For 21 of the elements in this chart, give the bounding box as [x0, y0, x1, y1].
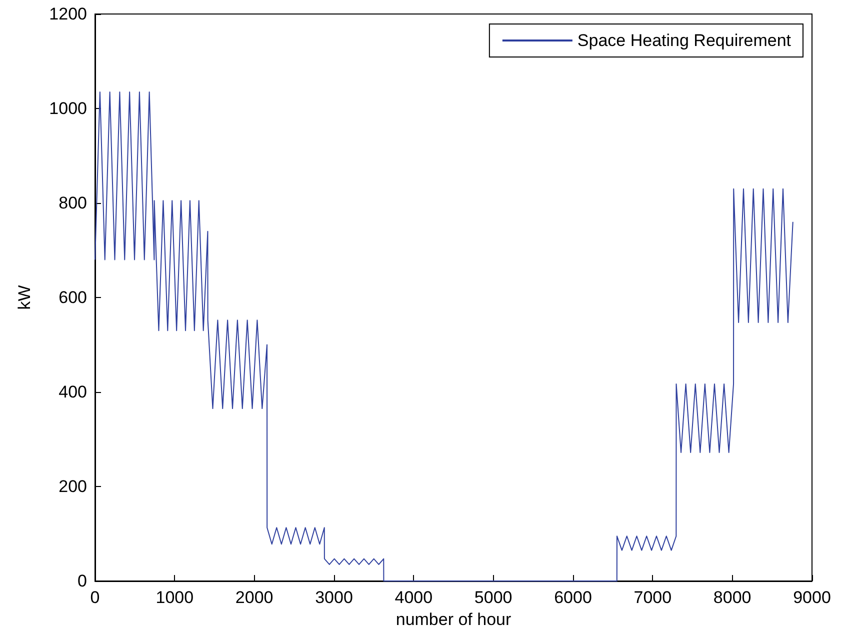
x-tick-label: 3000 [315, 588, 353, 607]
y-tick-label: 1200 [49, 4, 87, 24]
y-axis-title: kW [15, 285, 34, 310]
x-tick-label: 4000 [394, 588, 433, 607]
y-tick-label: 1000 [49, 99, 87, 118]
x-tick-label: 5000 [474, 588, 512, 607]
y-tick-label: 600 [58, 288, 87, 307]
y-tick-label: 800 [58, 194, 87, 212]
x-tick-label: 8000 [713, 588, 752, 607]
x-tick-label: 6000 [554, 588, 592, 607]
y-tick-label: 200 [58, 477, 87, 496]
x-tick-label: 2000 [235, 588, 274, 607]
x-tick-label: 1000 [156, 588, 194, 607]
x-tick-label: 7000 [634, 588, 672, 607]
y-tick-label: 400 [58, 382, 87, 402]
y-tick-label: 0 [78, 572, 87, 590]
x-tick-label: 9000 [793, 588, 831, 607]
line-series [94, 91, 794, 582]
x-tick-label: 0 [90, 588, 100, 607]
legend-label: Space Heating Requirement [577, 31, 792, 50]
x-axis-title: number of hour [396, 610, 512, 629]
